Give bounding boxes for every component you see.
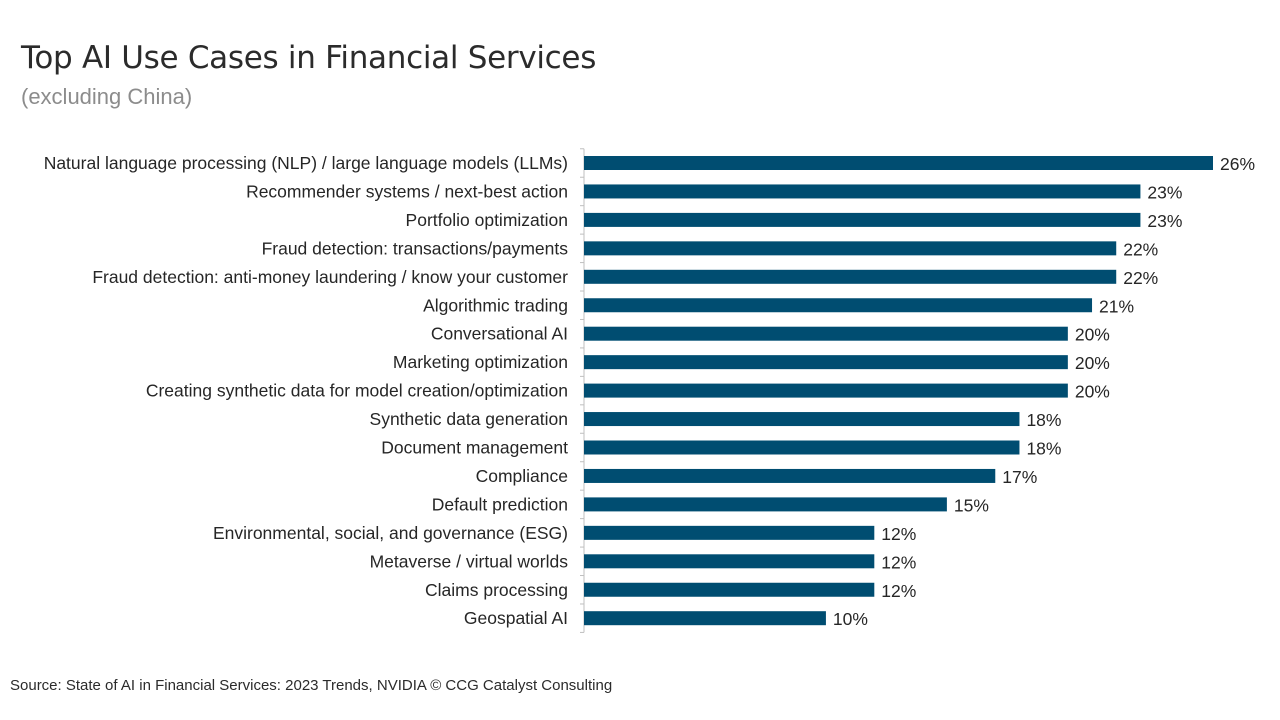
category-label: Fraud detection: anti-money laundering /… [92,267,568,287]
value-label: 23% [1147,211,1182,231]
bar [584,383,1068,398]
category-label: Algorithmic trading [423,295,568,315]
category-label: Natural language processing (NLP) / larg… [44,153,568,173]
category-label: Recommender systems / next-best action [246,181,568,201]
bar [584,326,1068,341]
bar [584,582,875,597]
value-label: 23% [1147,182,1182,202]
bar [584,611,826,626]
bar [584,156,1213,170]
value-label: 20% [1075,353,1110,373]
value-label: 17% [1002,467,1037,487]
bar [584,241,1117,256]
bar [584,184,1141,199]
bar [584,355,1068,370]
value-label: 12% [881,524,916,544]
value-label: 15% [954,495,989,515]
bar [584,525,875,540]
value-label: 18% [1026,410,1061,430]
bar [584,212,1141,227]
value-label: 12% [881,552,916,572]
value-label: 26% [1220,154,1255,174]
category-label: Fraud detection: transactions/payments [262,238,569,258]
category-label: Portfolio optimization [406,210,568,230]
bar [584,298,1093,313]
value-label: 18% [1026,439,1061,459]
category-label: Document management [381,438,568,458]
category-label: Synthetic data generation [370,409,568,429]
chart-title: Top AI Use Cases in Financial Services [21,40,597,76]
chart-subtitle: (excluding China) [21,84,193,109]
bar [584,468,996,483]
bar [584,412,1020,427]
category-label: Environmental, social, and governance (E… [213,523,568,543]
category-label: Creating synthetic data for model creati… [146,381,568,401]
bar [584,497,947,512]
bar [584,269,1117,284]
category-label: Marketing optimization [393,352,568,372]
value-label: 22% [1123,268,1158,288]
category-label: Metaverse / virtual worlds [370,551,569,571]
value-label: 12% [881,581,916,601]
category-label: Default prediction [432,494,568,514]
value-label: 21% [1099,296,1134,316]
category-label: Conversational AI [431,324,568,344]
category-label: Compliance [476,466,568,486]
value-label: 20% [1075,382,1110,402]
category-label: Claims processing [425,580,568,600]
value-label: 10% [833,609,868,629]
value-label: 22% [1123,239,1158,259]
source-note: Source: State of AI in Financial Service… [10,677,613,694]
bar [584,440,1020,455]
bar [584,554,875,569]
category-label: Geospatial AI [464,608,568,628]
value-label: 20% [1075,325,1110,345]
